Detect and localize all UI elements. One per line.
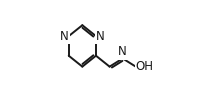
- Text: N: N: [96, 30, 105, 43]
- Text: N: N: [60, 30, 69, 43]
- Text: OH: OH: [136, 60, 154, 73]
- Text: N: N: [118, 45, 127, 58]
